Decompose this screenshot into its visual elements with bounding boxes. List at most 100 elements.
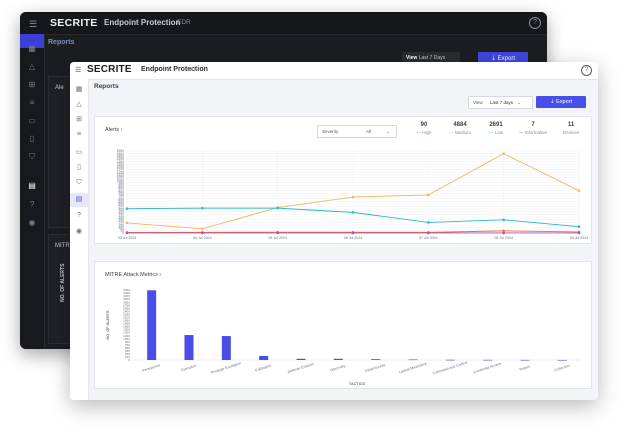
y-tick-label: 1000 bbox=[116, 178, 124, 182]
x-tick-label: 05 Jul 2024 bbox=[268, 236, 287, 240]
y-tick-label: 1050 bbox=[123, 337, 130, 341]
bar bbox=[184, 335, 194, 360]
x-tick-label: 04 Jul 2024 bbox=[193, 236, 212, 240]
chevron-down-icon: ⌄ bbox=[517, 100, 522, 105]
y-tick-label: 2700 bbox=[123, 303, 130, 307]
file-icon[interactable]: ▯ bbox=[29, 134, 35, 143]
alerts-title-text: Alerts bbox=[105, 127, 120, 133]
data-point bbox=[502, 218, 505, 222]
help-circle-icon[interactable]: ? bbox=[77, 212, 81, 219]
y-tick-label: 400 bbox=[118, 210, 124, 214]
x-tick-label: Initial Access bbox=[365, 363, 386, 373]
back-logo: SECRITE bbox=[50, 17, 98, 29]
export-button[interactable]: ⇣ Export bbox=[536, 96, 586, 108]
stat-devices-value: 11 bbox=[567, 122, 575, 128]
logo: SECRITE bbox=[87, 64, 132, 75]
y-tick-label: 800 bbox=[118, 189, 124, 193]
y-tick-label: 2250 bbox=[123, 312, 130, 316]
stat-medium-value: 4884 bbox=[453, 122, 467, 128]
sidebar-item-reports-active[interactable] bbox=[20, 34, 44, 48]
mitre-card: MITRE Attack Metrics › 0 150 300 450 600 750 9… bbox=[94, 261, 592, 389]
data-point bbox=[351, 211, 355, 214]
help-icon[interactable]: ? bbox=[581, 65, 592, 76]
menu-icon[interactable]: ☰ bbox=[75, 67, 82, 74]
alerts-card-title[interactable]: Alerts › bbox=[105, 127, 122, 133]
stat-low: 2691 — Low bbox=[476, 122, 516, 135]
list-icon[interactable]: ≡ bbox=[76, 131, 82, 138]
data-point bbox=[577, 231, 581, 235]
x-tick-label: Lateral Movement bbox=[398, 362, 427, 375]
help-icon[interactable]: ? bbox=[529, 17, 541, 29]
dashboard-icon[interactable]: ▦ bbox=[75, 86, 83, 93]
report-icon[interactable]: ▤ bbox=[75, 196, 83, 203]
y-tick-label: 900 bbox=[125, 340, 130, 344]
y-tick-label: 1450 bbox=[116, 154, 124, 158]
devices-icon[interactable]: ⊞ bbox=[76, 116, 82, 123]
y-tick-label: 550 bbox=[118, 202, 124, 206]
shield-icon[interactable]: ⛉ bbox=[29, 152, 35, 161]
app-window: ☰ SECRITE Endpoint Protection EDR ? ▦ △ … bbox=[70, 62, 598, 400]
dashboard-icon[interactable]: ▦ bbox=[28, 44, 36, 53]
y-tick-label: 50 bbox=[120, 229, 124, 233]
y-tick-label: 350 bbox=[118, 213, 124, 217]
back-view-label: View bbox=[406, 55, 418, 61]
mitre-title-text: MITRE Attack Metrics bbox=[105, 272, 158, 278]
y-tick-label: 650 bbox=[118, 197, 124, 201]
alerts-card: Alerts › Severity All ⌄ 90 — High 4884 —… bbox=[94, 116, 592, 244]
data-point bbox=[502, 229, 505, 233]
y-tick-label: 1400 bbox=[116, 157, 124, 161]
alert-icon[interactable]: △ bbox=[76, 101, 82, 108]
file-icon[interactable]: ▯ bbox=[77, 164, 81, 171]
grid-icon[interactable]: ⊞ bbox=[28, 80, 36, 89]
back-page-title: Reports bbox=[48, 39, 75, 46]
data-point bbox=[427, 231, 430, 235]
alert-icon[interactable]: △ bbox=[28, 62, 36, 71]
x-tick-label: Discovery bbox=[330, 364, 346, 373]
data-point bbox=[201, 206, 204, 210]
image-icon[interactable]: ▭ bbox=[75, 149, 83, 156]
y-tick-label: 1650 bbox=[123, 325, 130, 329]
view-label: View bbox=[473, 100, 483, 105]
user-icon[interactable]: ◉ bbox=[28, 218, 36, 227]
x-tick-label: Collection bbox=[554, 364, 570, 373]
y-tick-label: 750 bbox=[125, 343, 130, 347]
page-title: Reports bbox=[94, 83, 119, 90]
mitre-card-title[interactable]: MITRE Attack Metrics › bbox=[105, 272, 161, 278]
stat-medium-text: Medium bbox=[454, 130, 471, 135]
help-circle-icon[interactable]: ? bbox=[29, 200, 35, 209]
sidebar: ▦ △ ⊞ ≡ ▭ ▯ ⛉ ▤ ? ◉ bbox=[70, 79, 89, 400]
y-tick-label: 100 bbox=[118, 226, 124, 230]
data-point bbox=[351, 195, 355, 199]
stat-high: 90 — High bbox=[404, 122, 444, 135]
x-tick-label: 03 Jul 2024 bbox=[118, 236, 137, 240]
y-tick-label: 950 bbox=[118, 181, 124, 185]
back-sidebar: ▦ △ ⊞ ≡ ▭ ▯ ⛉ ▤ ? ◉ bbox=[20, 34, 45, 349]
bar bbox=[520, 359, 530, 361]
stat-informative-text: Informative bbox=[524, 130, 548, 135]
severity-filter[interactable]: Severity All ⌄ bbox=[317, 125, 397, 138]
y-tick-label: 1250 bbox=[116, 165, 124, 169]
y-tick-label: 450 bbox=[125, 349, 130, 353]
data-point bbox=[577, 189, 581, 192]
image-icon[interactable]: ▭ bbox=[28, 116, 36, 125]
menu-icon[interactable]: ☰ bbox=[29, 19, 38, 29]
y-tick-label: 1550 bbox=[116, 149, 124, 153]
module-name: EDR bbox=[188, 67, 200, 73]
view-range-select[interactable]: View Last 7 days ⌄ bbox=[468, 96, 533, 109]
y-tick-label: 250 bbox=[118, 218, 124, 222]
stat-informative-label: — Informative bbox=[518, 130, 548, 135]
stat-high-label: — High bbox=[416, 130, 432, 135]
list-icon[interactable]: ≡ bbox=[29, 98, 35, 107]
stat-informative-value: 7 bbox=[531, 122, 535, 128]
y-tick-label: 450 bbox=[118, 207, 124, 211]
sidebar-item-reports-active[interactable] bbox=[70, 193, 88, 207]
user-icon[interactable]: ◉ bbox=[75, 228, 83, 235]
x-tick-label: Defense Evasion bbox=[287, 362, 314, 374]
data-point bbox=[201, 231, 204, 235]
back-view-select[interactable]: View Last 7 Days bbox=[402, 52, 460, 65]
bar bbox=[296, 358, 306, 360]
mitre-bar-chart: 0150300450600750900105012001350150016501… bbox=[106, 288, 581, 386]
export-label: Export bbox=[556, 99, 573, 105]
report-icon[interactable]: ▤ bbox=[28, 181, 36, 190]
shield-icon[interactable]: ⛉ bbox=[76, 179, 82, 186]
